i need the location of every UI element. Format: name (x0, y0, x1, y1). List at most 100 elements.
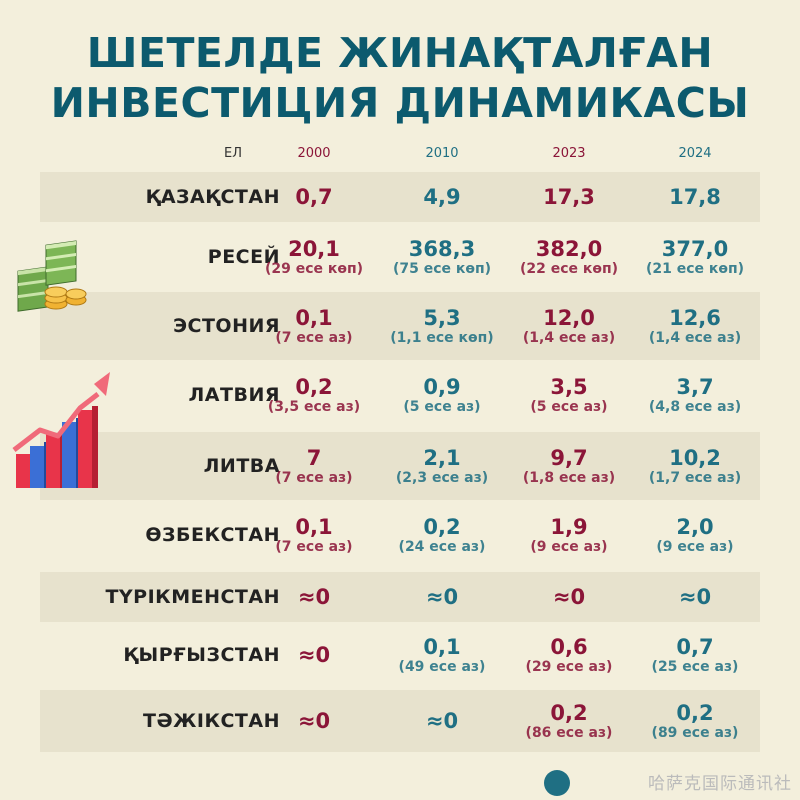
table-row: ҚЫРҒЫЗСТАН ≈0 0,1 (49 есе аз) 0,6 (29 есе … (40, 630, 760, 680)
cell-value: 4,9 (423, 185, 461, 209)
cell-2000: 0,1 (7 есе аз) (249, 510, 379, 560)
cell-2023: 3,5 (5 есе аз) (504, 370, 634, 420)
cell-note: (25 есе аз) (651, 658, 739, 675)
title-line-1: ШЕТЕЛДЕ ЖИНАҚТАЛҒАН (86, 29, 714, 77)
cell-2010: ≈0 (377, 572, 507, 622)
cell-note: (1,1 есе көп) (390, 329, 494, 346)
cell-2024: 377,0 (21 есе көп) (630, 232, 760, 282)
cell-2010: 0,1 (49 есе аз) (377, 630, 507, 680)
cell-note: (29 есе көп) (264, 260, 364, 277)
cell-value: 12,6 (669, 305, 721, 330)
cell-2000: ≈0 (249, 630, 379, 680)
cell-value: 1,9 (550, 514, 588, 539)
row-country: ТҮРІКМЕНСТАН (105, 586, 280, 608)
cell-note: (2,3 есе аз) (395, 469, 489, 486)
table-row: ӨЗБЕКСТАН 0,1 (7 есе аз) 0,2 (24 есе аз) 1… (40, 510, 760, 560)
cell-value: 9,7 (550, 445, 588, 470)
cell-note: (1,4 есе аз) (522, 329, 616, 346)
table-row: ТҮРІКМЕНСТАН ≈0 ≈0 ≈0 ≈0 (40, 572, 760, 622)
cell-2023: 1,9 (9 есе аз) (504, 510, 634, 560)
cell-note: (89 есе аз) (651, 724, 739, 741)
row-country: ТӘЖІКСТАН (143, 710, 280, 732)
cell-2000: 7 (7 есе аз) (249, 432, 379, 500)
cell-note: (7 есе аз) (275, 469, 353, 486)
title-line-2: ИНВЕСТИЦИЯ ДИНАМИКАСЫ (50, 79, 750, 127)
cell-value: 368,3 (408, 236, 476, 261)
cell-2023: 12,0 (1,4 есе аз) (504, 292, 634, 360)
cell-note: (3,5 есе аз) (267, 398, 361, 415)
cell-value: 0,2 (423, 514, 461, 539)
table-header: ЕЛ 2000 2010 2023 2024 (0, 146, 800, 168)
cell-value: 20,1 (288, 236, 340, 261)
cell-value: ≈0 (297, 643, 331, 667)
cell-note: (29 есе аз) (525, 658, 613, 675)
table-row: РЕСЕЙ 20,1 (29 есе көп) 368,3 (75 есе көп)… (40, 232, 760, 282)
header-year-2023: 2023 (552, 146, 586, 161)
cell-note: (7 есе аз) (275, 538, 353, 555)
cell-note: (1,4 есе аз) (648, 329, 742, 346)
cell-2024: 0,2 (89 есе аз) (630, 690, 760, 752)
cell-2010: 2,1 (2,3 есе аз) (377, 432, 507, 500)
cell-note: (49 есе аз) (398, 658, 486, 675)
cell-value: ≈0 (552, 585, 586, 609)
cell-2024: 10,2 (1,7 есе аз) (630, 432, 760, 500)
table-row: ЛАТВИЯ 0,2 (3,5 есе аз) 0,9 (5 есе аз) 3,5… (40, 370, 760, 420)
header-year-2024: 2024 (678, 146, 712, 161)
cell-2010: 0,9 (5 есе аз) (377, 370, 507, 420)
cell-2010: 5,3 (1,1 есе көп) (377, 292, 507, 360)
cell-value: 0,7 (295, 185, 333, 209)
cell-2010: 0,2 (24 есе аз) (377, 510, 507, 560)
watermark-logo (544, 770, 570, 796)
cell-value: 0,1 (295, 514, 333, 539)
cell-value: 3,7 (676, 374, 714, 399)
cell-value: 5,3 (423, 305, 461, 330)
cell-2023: 17,3 (504, 172, 634, 222)
cell-value: 10,2 (669, 445, 721, 470)
row-country: РЕСЕЙ (207, 246, 280, 268)
cell-2023: ≈0 (504, 572, 634, 622)
row-country: ЛАТВИЯ (188, 384, 280, 406)
cell-note: (1,8 есе аз) (522, 469, 616, 486)
cell-value: 382,0 (535, 236, 603, 261)
cell-value: 12,0 (543, 305, 595, 330)
cell-2023: 0,6 (29 есе аз) (504, 630, 634, 680)
table-row: ЭСТОНИЯ 0,1 (7 есе аз) 5,3 (1,1 есе көп) 1… (40, 292, 760, 360)
cell-value: ≈0 (425, 585, 459, 609)
page-title: ШЕТЕЛДЕ ЖИНАҚТАЛҒАН ИНВЕСТИЦИЯ ДИНАМИКАС… (0, 28, 800, 128)
header-year-2000: 2000 (297, 146, 331, 161)
cell-2000: ≈0 (249, 572, 379, 622)
cell-2024: 0,7 (25 есе аз) (630, 630, 760, 680)
cell-2023: 382,0 (22 есе көп) (504, 232, 634, 282)
cell-value: ≈0 (297, 585, 331, 609)
cell-value: 2,0 (676, 514, 714, 539)
cell-value: 2,1 (423, 445, 461, 470)
table-row: ЛИТВА 7 (7 есе аз) 2,1 (2,3 есе аз) 9,7 (1,… (40, 432, 760, 500)
row-country: ЛИТВА (203, 455, 280, 477)
cell-note: (4,8 есе аз) (648, 398, 742, 415)
cell-2000: ≈0 (249, 690, 379, 752)
cell-note: (7 есе аз) (275, 329, 353, 346)
cell-2000: 0,1 (7 есе аз) (249, 292, 379, 360)
cell-note: (1,7 есе аз) (648, 469, 742, 486)
cell-value: 17,3 (543, 185, 595, 209)
cell-2010: ≈0 (377, 690, 507, 752)
cell-note: (21 есе көп) (645, 260, 745, 277)
cell-note: (75 есе көп) (392, 260, 492, 277)
cell-value: 0,2 (295, 374, 333, 399)
header-country: ЕЛ (224, 146, 242, 161)
cell-2000: 0,7 (249, 172, 379, 222)
cell-value: ≈0 (678, 585, 712, 609)
table-row: ҚАЗАҚСТАН 0,7 4,9 17,3 17,8 (40, 172, 760, 222)
cell-value: 0,2 (676, 700, 714, 725)
cell-value: 377,0 (661, 236, 729, 261)
cell-2024: ≈0 (630, 572, 760, 622)
cell-2024: 12,6 (1,4 есе аз) (630, 292, 760, 360)
cell-note: (24 есе аз) (398, 538, 486, 555)
cell-note: (9 есе аз) (530, 538, 608, 555)
money-stack-icon (17, 240, 87, 312)
watermark: 哈萨克国际通讯社 (648, 774, 792, 794)
cell-value: 3,5 (550, 374, 588, 399)
cell-2010: 368,3 (75 есе көп) (377, 232, 507, 282)
cell-2023: 0,2 (86 есе аз) (504, 690, 634, 752)
cell-2024: 2,0 (9 есе аз) (630, 510, 760, 560)
